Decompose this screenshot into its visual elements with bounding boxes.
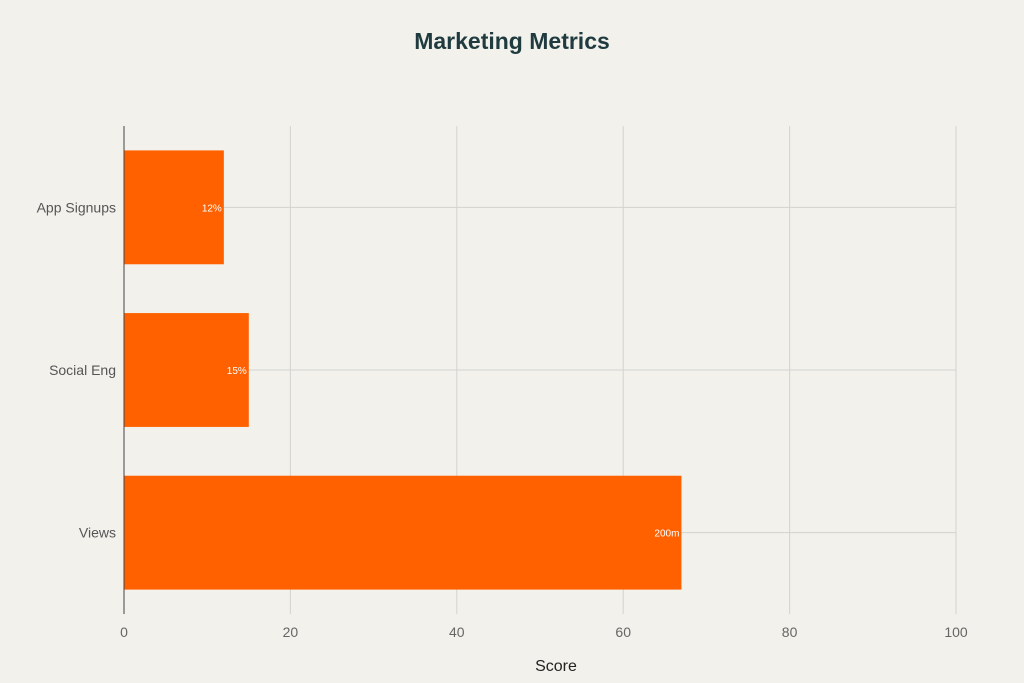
- category-label: App Signups: [37, 199, 116, 215]
- category-label: Social Eng: [49, 362, 116, 378]
- x-tick-label: 40: [449, 624, 465, 640]
- x-tick-label: 0: [120, 624, 128, 640]
- x-tick-label: 80: [782, 624, 798, 640]
- bars: [124, 150, 682, 590]
- x-tick-label: 60: [615, 624, 631, 640]
- bar: [124, 475, 682, 590]
- labels: 0 20 40 60 80 100 App Signups 12% Social Eng 15% V…: [37, 199, 968, 640]
- data-label: 200m: [654, 529, 679, 540]
- x-tick-label: 20: [283, 624, 299, 640]
- data-label: 12%: [202, 203, 222, 214]
- bar: [124, 313, 249, 427]
- chart-title: Marketing Metrics: [414, 28, 610, 54]
- x-tick-label: 100: [944, 624, 968, 640]
- bar: [124, 150, 224, 265]
- x-axis-title: Score: [535, 658, 577, 675]
- category-label: Views: [79, 525, 116, 541]
- data-label: 15%: [227, 366, 247, 377]
